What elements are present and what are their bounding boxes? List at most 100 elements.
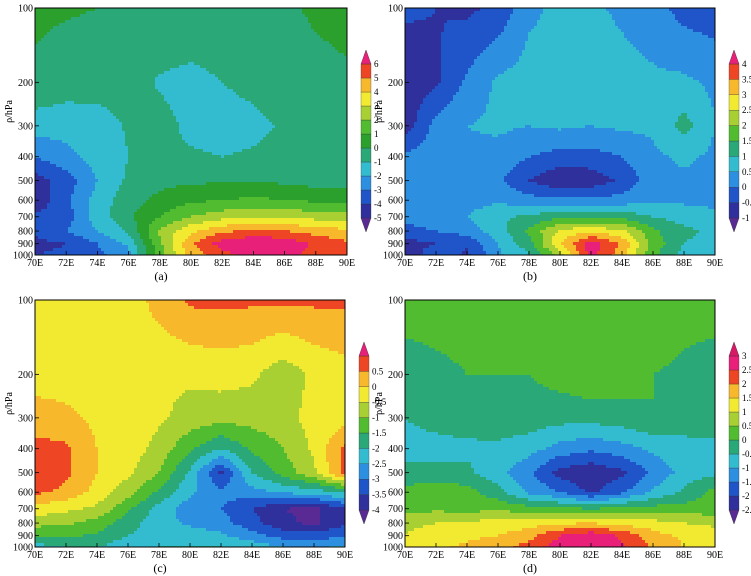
panel-caption: (b) xyxy=(523,269,537,283)
y-tick-label: 700 xyxy=(18,212,33,223)
x-tick-label: 86E xyxy=(645,550,661,561)
x-tick-label: 70E xyxy=(27,550,43,561)
x-tick-label: 90E xyxy=(707,258,723,269)
x-tick-label: 84E xyxy=(614,550,630,561)
colorbar-tick-label: 0.5 xyxy=(742,421,751,431)
y-tick-label: 600 xyxy=(18,196,33,207)
x-tick-label: 76E xyxy=(490,258,506,269)
x-tick-label: 84E xyxy=(245,258,261,269)
colorbar-tick-label: 0.5 xyxy=(372,366,384,376)
colorbar-tick-label: 0 xyxy=(742,435,747,445)
y-tick-label: 300 xyxy=(388,413,403,424)
colorbar-tick-label: -2.5 xyxy=(372,459,387,469)
y-axis-label: ρ/hPa xyxy=(4,392,15,415)
colorbar-tick-label: 3 xyxy=(374,101,379,111)
x-tick-label: 90E xyxy=(337,550,353,561)
y-axis-label: ρ/hPa xyxy=(374,100,385,123)
y-tick-label: 600 xyxy=(388,488,403,499)
colorbar-a: -5 -4 -3 -2 -1 0 1 2 3 4 5 6 xyxy=(360,49,382,233)
y-tick-label: 100 xyxy=(388,296,403,307)
y-tick-label: 200 xyxy=(18,78,33,89)
y-tick-label: 500 xyxy=(388,468,403,479)
x-tick-label: 88E xyxy=(676,550,692,561)
x-tick-label: 70E xyxy=(27,258,43,269)
x-tick-label: 82E xyxy=(213,550,229,561)
y-tick-label: 500 xyxy=(18,176,33,187)
y-tick-label: 600 xyxy=(388,196,403,207)
colorbar-tick-label: -1 xyxy=(374,157,382,167)
x-tick-label: 86E xyxy=(645,258,661,269)
y-tick-label: 400 xyxy=(18,444,33,455)
colorbar-tick-label: -4 xyxy=(372,505,380,515)
y-tick-label: 400 xyxy=(388,444,403,455)
x-tick-label: 80E xyxy=(182,550,198,561)
x-tick-label: 82E xyxy=(214,258,230,269)
x-tick-label: 72E xyxy=(428,550,444,561)
contour-field-b xyxy=(405,8,716,256)
y-tick-label: 600 xyxy=(18,488,33,499)
x-tick-label: 76E xyxy=(490,550,506,561)
contour-field-d xyxy=(405,300,716,548)
colorbar-tick-label: 2 xyxy=(374,115,379,125)
x-tick-label: 88E xyxy=(308,258,324,269)
colorbar-tick-label: 2 xyxy=(742,121,747,131)
colorbar-tick-label: 1 xyxy=(742,407,747,417)
y-tick-label: 1000 xyxy=(13,251,33,262)
y-axis-label: ρ/hPa xyxy=(4,100,15,123)
y-tick-label: 400 xyxy=(388,152,403,163)
y-tick-label: 900 xyxy=(18,531,33,542)
colorbar-tick-label: 2.5 xyxy=(742,365,751,375)
x-tick-label: 82E xyxy=(583,550,599,561)
contour-field-a xyxy=(35,8,348,256)
x-tick-label: 70E xyxy=(397,258,413,269)
panel-caption: (d) xyxy=(523,561,537,575)
y-tick-label: 700 xyxy=(388,504,403,515)
colorbar-tick-label: 0 xyxy=(374,143,379,153)
colorbar-tick-label: -0.5 xyxy=(372,397,387,407)
x-tick-label: 78E xyxy=(151,550,167,561)
y-tick-label: 900 xyxy=(388,531,403,542)
contour-field-c xyxy=(35,300,346,548)
y-tick-label: 400 xyxy=(18,152,33,163)
x-tick-label: 78E xyxy=(521,258,537,269)
panel-caption: (c) xyxy=(153,561,166,575)
y-tick-label: 500 xyxy=(18,468,33,479)
panel-caption: (a) xyxy=(154,269,167,283)
y-tick-label: 300 xyxy=(18,413,33,424)
y-tick-label: 500 xyxy=(388,176,403,187)
colorbar-tick-label: 5 xyxy=(374,73,379,83)
y-tick-label: 300 xyxy=(388,121,403,132)
colorbar-tick-label: -2 xyxy=(372,443,380,453)
colorbar-tick-label: -0.5 xyxy=(742,198,751,208)
colorbar-tick-label: 2 xyxy=(742,379,747,389)
y-tick-label: 100 xyxy=(388,4,403,15)
colorbar-tick-label: -1.5 xyxy=(372,428,387,438)
y-tick-label: 300 xyxy=(18,121,33,132)
x-tick-label: 86E xyxy=(277,258,293,269)
colorbar-tick-label: -3 xyxy=(374,185,382,195)
colorbar-tick-label: 3 xyxy=(742,90,747,100)
x-tick-label: 72E xyxy=(58,258,74,269)
colorbar-tick-label: 3.5 xyxy=(742,74,751,84)
colorbar-tick-label: -5 xyxy=(374,213,382,223)
colorbar-c: -4 -3.5 -3 -2.5 -2 -1.5 -1 -0.5 0 0.5 xyxy=(358,341,387,525)
y-tick-label: 200 xyxy=(388,370,403,381)
x-tick-label: 72E xyxy=(58,550,74,561)
colorbar-tick-label: -3 xyxy=(372,474,380,484)
y-tick-label: 1000 xyxy=(13,543,33,554)
y-tick-label: 200 xyxy=(388,78,403,89)
x-tick-label: 76E xyxy=(120,550,136,561)
x-tick-label: 72E xyxy=(428,258,444,269)
x-tick-label: 76E xyxy=(121,258,137,269)
x-tick-label: 80E xyxy=(552,550,568,561)
y-tick-label: 900 xyxy=(388,239,403,250)
y-tick-label: 1000 xyxy=(383,251,403,262)
colorbar-tick-label: -1 xyxy=(742,213,750,223)
colorbar-tick-label: -1 xyxy=(742,463,750,473)
colorbar-tick-label: -4 xyxy=(374,199,382,209)
y-axis-label: ρ/hPa xyxy=(374,392,385,415)
y-tick-label: 800 xyxy=(388,519,403,530)
colorbar-tick-label: -2.5 xyxy=(742,505,751,515)
x-tick-label: 82E xyxy=(583,258,599,269)
